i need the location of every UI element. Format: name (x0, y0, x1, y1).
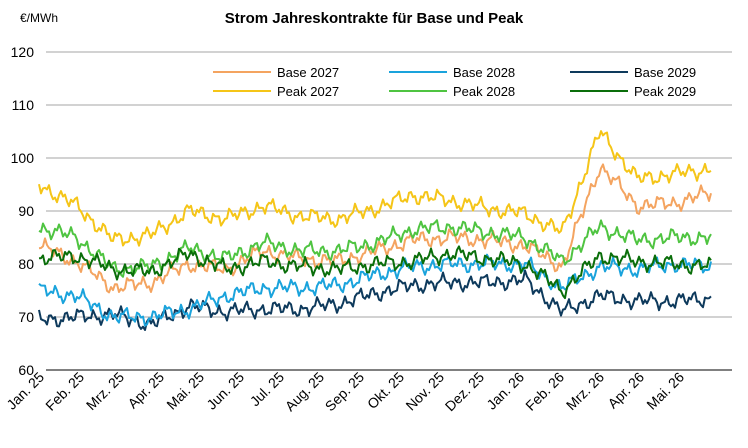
legend-label: Base 2027 (277, 65, 339, 80)
x-tick-label: Sep. 25 (322, 369, 368, 415)
y-tick-label: 120 (11, 44, 35, 60)
y-tick-labels: 60 70 80 90 100 110 120 (11, 44, 35, 378)
x-tick-label: Mai. 25 (163, 369, 207, 413)
y-tick-label: 60 (18, 362, 34, 378)
y-tick-label: 110 (12, 97, 35, 113)
y-tick-label: 90 (18, 203, 34, 219)
grid-lines (46, 51, 732, 371)
y-tick-label: 80 (18, 256, 34, 272)
legend-label: Peak 2029 (634, 84, 696, 99)
x-tick-label: Apr. 26 (604, 369, 647, 412)
series-line-base-2028 (38, 253, 712, 327)
series-lines (38, 130, 712, 331)
legend-label: Peak 2027 (277, 84, 339, 99)
x-tick-label: Jun. 25 (203, 369, 247, 413)
y-axis-unit-label: €/MWh (20, 11, 59, 25)
legend-label: Peak 2028 (453, 84, 515, 99)
x-tick-label: Mai. 26 (643, 369, 687, 413)
y-tick-label: 70 (18, 309, 34, 325)
x-tick-label: Nov. 25 (402, 369, 447, 414)
x-tick-label: Mrz. 26 (563, 369, 607, 413)
x-tick-label: Mrz. 25 (83, 369, 127, 413)
x-tick-label: Aug. 25 (282, 369, 328, 415)
x-tick-label: Jan. 26 (483, 369, 527, 413)
x-tick-label: Feb. 25 (42, 369, 87, 414)
series-line-base-2027 (38, 163, 712, 294)
legend: Base 2027 Base 2028 Base 2029 Peak 2027 Peak… (213, 65, 696, 99)
series-line-peak-2027 (38, 130, 712, 247)
x-tick-label: Dez. 25 (442, 369, 488, 415)
y-tick-label: 100 (11, 150, 35, 166)
x-tick-label: Apr. 25 (124, 369, 167, 412)
series-line-base-2029 (38, 269, 712, 331)
legend-label: Base 2029 (634, 65, 696, 80)
legend-label: Base 2028 (453, 65, 515, 80)
x-tick-label: Feb. 26 (522, 369, 567, 414)
series-line-peak-2029 (38, 245, 712, 300)
chart-title: Strom Jahreskontrakte für Base und Peak (224, 10, 524, 27)
x-tick-label: Okt. 25 (364, 369, 407, 412)
